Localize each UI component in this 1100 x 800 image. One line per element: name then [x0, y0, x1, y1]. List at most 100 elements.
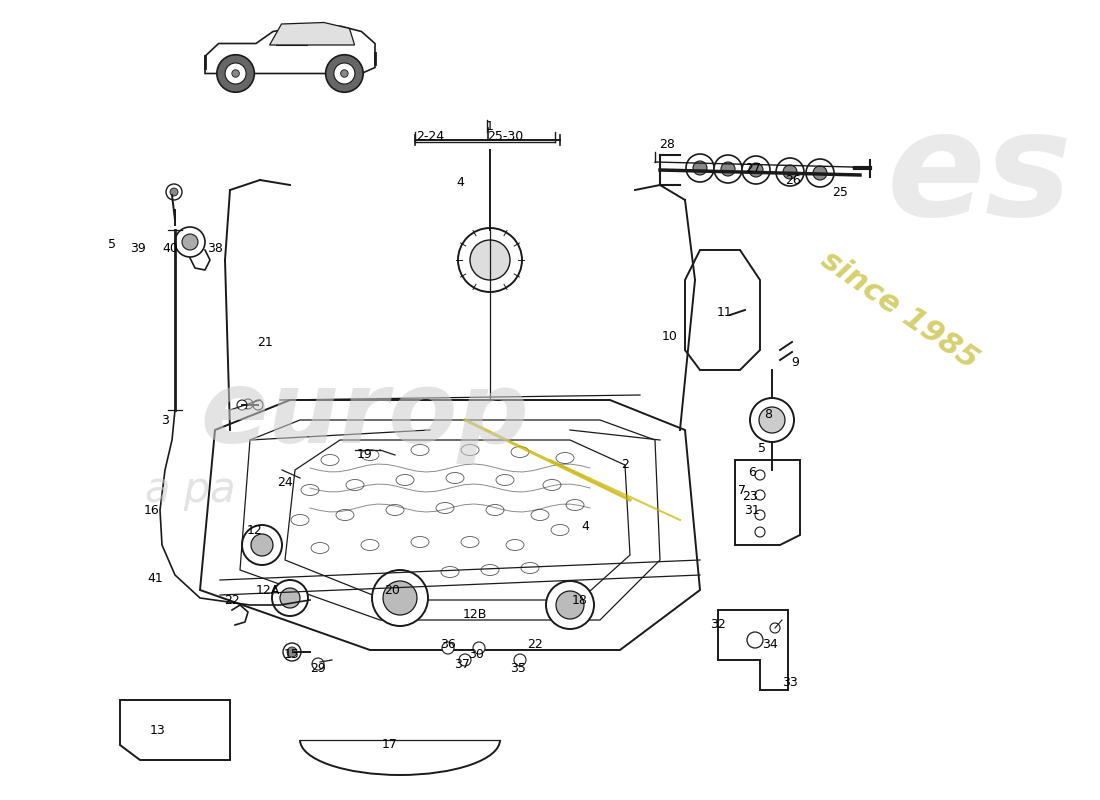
Circle shape — [383, 581, 417, 615]
Text: 8: 8 — [764, 409, 772, 422]
Circle shape — [473, 642, 485, 654]
Text: 34: 34 — [762, 638, 778, 651]
Text: 2: 2 — [621, 458, 629, 471]
Text: 39: 39 — [130, 242, 146, 254]
Circle shape — [287, 647, 297, 657]
Circle shape — [217, 54, 254, 92]
Circle shape — [750, 398, 794, 442]
Text: es: es — [887, 105, 1072, 246]
Circle shape — [514, 654, 526, 666]
Text: 31: 31 — [744, 503, 760, 517]
Circle shape — [556, 591, 584, 619]
Circle shape — [458, 228, 522, 292]
Circle shape — [693, 161, 707, 175]
Text: 36: 36 — [440, 638, 455, 651]
Circle shape — [232, 70, 240, 78]
Text: 37: 37 — [454, 658, 470, 671]
Circle shape — [776, 158, 804, 186]
Circle shape — [251, 534, 273, 556]
Text: 19: 19 — [358, 449, 373, 462]
Text: 6: 6 — [748, 466, 756, 478]
Circle shape — [372, 570, 428, 626]
Text: 3: 3 — [161, 414, 169, 426]
Text: 11: 11 — [717, 306, 733, 318]
Text: 22: 22 — [527, 638, 543, 651]
Circle shape — [170, 188, 178, 196]
Text: 10: 10 — [662, 330, 678, 342]
Circle shape — [546, 581, 594, 629]
Circle shape — [280, 588, 300, 608]
Text: 35: 35 — [510, 662, 526, 674]
Circle shape — [326, 54, 363, 92]
Circle shape — [783, 165, 798, 179]
Circle shape — [236, 400, 248, 410]
Text: 13: 13 — [150, 723, 166, 737]
Text: 27: 27 — [745, 162, 761, 174]
Text: 5: 5 — [758, 442, 766, 454]
Text: 2-24: 2-24 — [416, 130, 444, 143]
Text: 23: 23 — [742, 490, 758, 503]
Text: 4: 4 — [456, 177, 464, 190]
Text: 30: 30 — [469, 649, 484, 662]
Circle shape — [755, 510, 764, 520]
Circle shape — [749, 163, 763, 177]
Circle shape — [242, 525, 282, 565]
Circle shape — [341, 70, 348, 78]
Polygon shape — [205, 26, 375, 74]
Circle shape — [312, 658, 324, 670]
Circle shape — [283, 643, 301, 661]
Circle shape — [755, 527, 764, 537]
Text: 12B: 12B — [463, 609, 487, 622]
Text: 7: 7 — [738, 483, 746, 497]
Text: since 1985: since 1985 — [816, 245, 985, 375]
Circle shape — [720, 162, 735, 176]
Circle shape — [182, 234, 198, 250]
Text: 32: 32 — [711, 618, 726, 631]
Circle shape — [253, 400, 263, 410]
Circle shape — [770, 623, 780, 633]
Text: 26: 26 — [785, 174, 801, 186]
Circle shape — [470, 240, 510, 280]
Polygon shape — [270, 22, 354, 45]
Text: 22: 22 — [224, 594, 240, 606]
Circle shape — [742, 156, 770, 184]
Text: 12A: 12A — [256, 583, 280, 597]
Text: 33: 33 — [782, 677, 797, 690]
Circle shape — [686, 154, 714, 182]
Text: europ: europ — [200, 366, 529, 463]
Circle shape — [334, 63, 355, 84]
Circle shape — [755, 490, 764, 500]
Circle shape — [272, 580, 308, 616]
Text: 21: 21 — [257, 335, 273, 349]
Text: 38: 38 — [207, 242, 223, 254]
Circle shape — [813, 166, 827, 180]
Text: 29: 29 — [310, 662, 326, 674]
Circle shape — [175, 227, 205, 257]
Text: 20: 20 — [384, 583, 400, 597]
Text: 16: 16 — [144, 503, 159, 517]
Text: 24: 24 — [277, 475, 293, 489]
Circle shape — [243, 399, 253, 409]
Text: 5: 5 — [108, 238, 115, 251]
Text: 25-30: 25-30 — [487, 130, 524, 143]
Circle shape — [459, 654, 471, 666]
Circle shape — [714, 155, 742, 183]
Circle shape — [806, 159, 834, 187]
Text: a pa: a pa — [145, 469, 235, 511]
Text: 12: 12 — [248, 523, 263, 537]
Text: 15: 15 — [284, 649, 300, 662]
Text: 9: 9 — [791, 355, 799, 369]
Circle shape — [759, 407, 785, 433]
Text: 41: 41 — [147, 571, 163, 585]
Circle shape — [442, 642, 454, 654]
Circle shape — [166, 184, 182, 200]
Text: 1: 1 — [486, 121, 494, 134]
Circle shape — [226, 63, 246, 84]
Circle shape — [755, 470, 764, 480]
Text: 28: 28 — [659, 138, 675, 151]
Text: 18: 18 — [572, 594, 587, 606]
Text: 17: 17 — [382, 738, 398, 751]
Text: 40: 40 — [162, 242, 178, 254]
Text: 25: 25 — [832, 186, 848, 198]
Text: 4: 4 — [581, 521, 589, 534]
